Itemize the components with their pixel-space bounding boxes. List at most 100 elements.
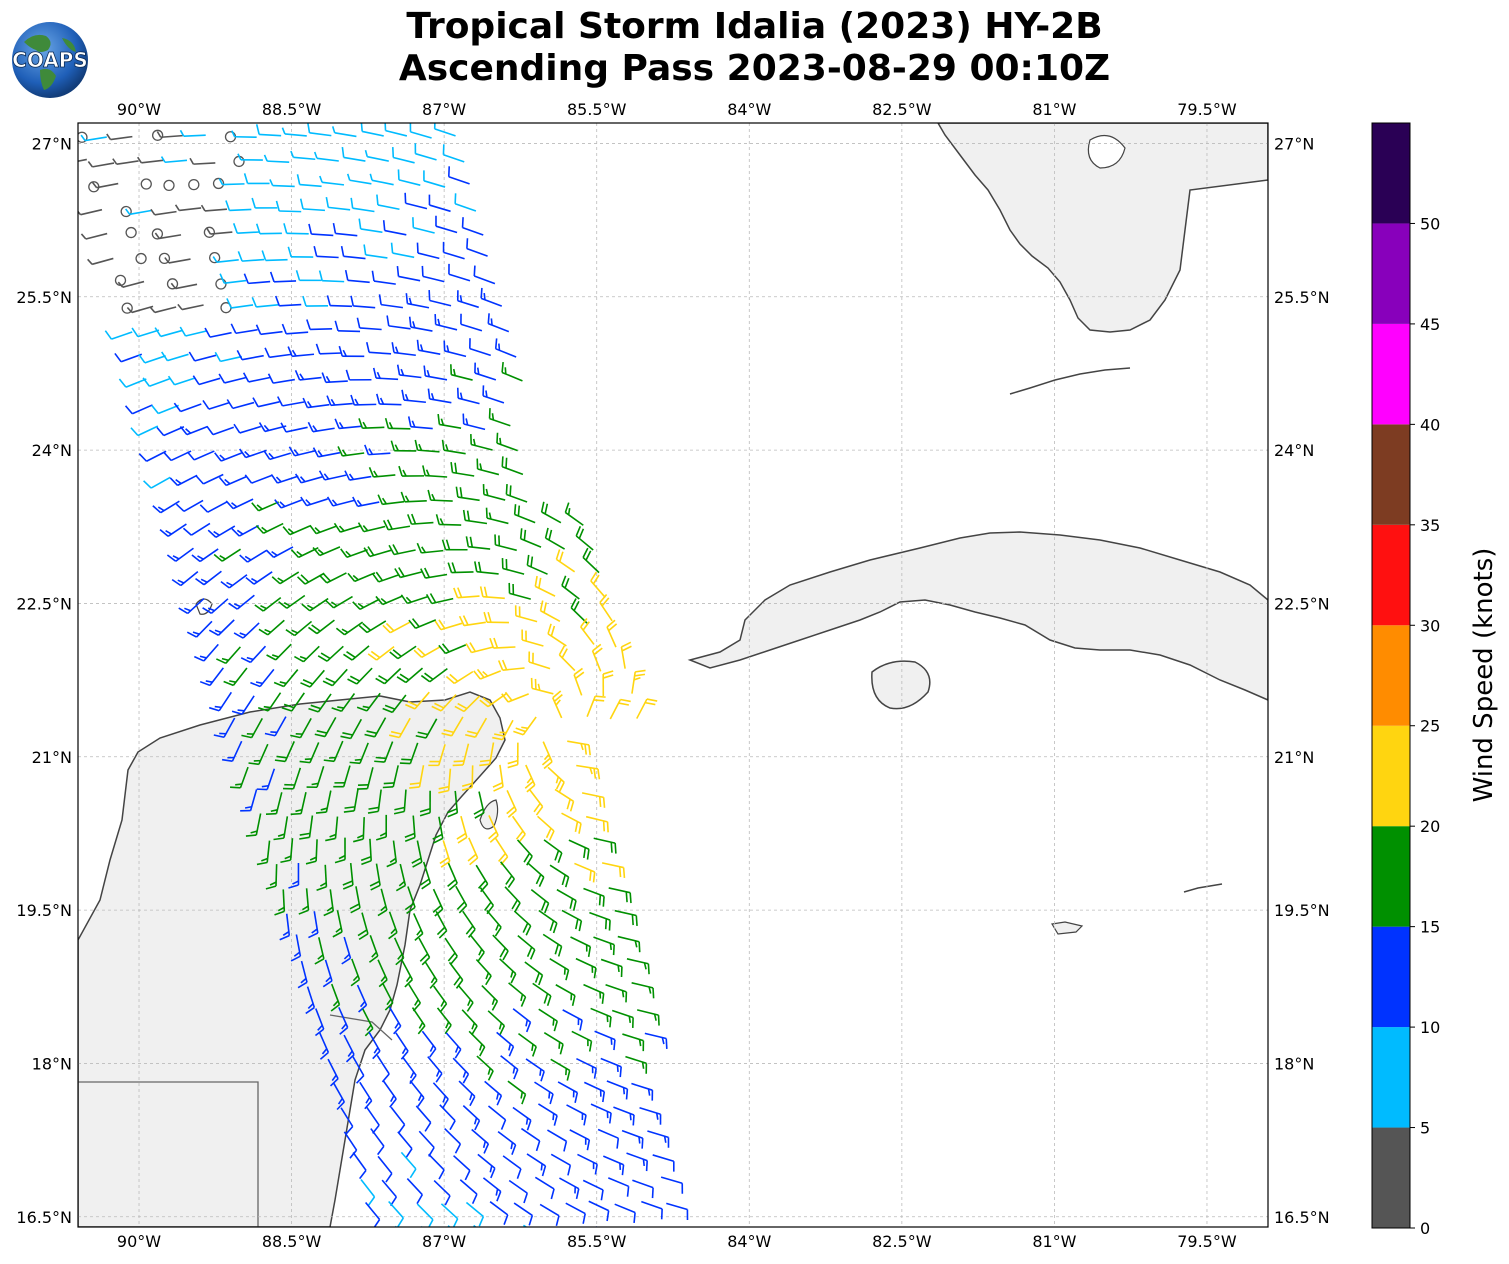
wind-barb xyxy=(412,217,435,234)
wind-barb xyxy=(571,1030,593,1052)
wind-barb xyxy=(350,958,361,987)
wind-barb xyxy=(459,1179,478,1205)
wind-barb xyxy=(135,252,147,265)
wind-barb xyxy=(333,765,351,788)
wind-barb xyxy=(322,959,333,988)
wind-barb xyxy=(166,278,179,290)
wind-barb xyxy=(353,817,365,843)
wind-barb xyxy=(434,314,458,331)
wind-barb xyxy=(104,330,133,340)
wind-barb xyxy=(609,698,631,720)
wind-barb xyxy=(388,717,411,739)
lat-tick-label-right: 27°N xyxy=(1274,134,1314,153)
wind-barb xyxy=(164,257,191,264)
wind-barb xyxy=(444,1128,462,1154)
wind-barb xyxy=(294,473,323,484)
wind-barb xyxy=(465,536,491,550)
wind-barb xyxy=(364,717,387,738)
wind-barb xyxy=(233,423,262,434)
wind-barb xyxy=(631,669,646,694)
wind-barb xyxy=(365,341,392,355)
wind-barb xyxy=(236,350,264,361)
wind-barb xyxy=(415,718,438,739)
wind-barb xyxy=(564,502,584,526)
wind-barb xyxy=(192,375,221,386)
wind-barb xyxy=(575,526,594,551)
wind-barb xyxy=(87,257,114,266)
wind-barb xyxy=(423,170,446,188)
wind-barb xyxy=(395,863,407,892)
wind-barb xyxy=(530,889,550,914)
lon-tick-label-top: 88.5°W xyxy=(262,100,322,119)
wind-barb xyxy=(448,961,464,989)
wind-barb xyxy=(590,571,606,598)
globe-logo-icon: COAPS xyxy=(12,22,88,98)
wind-barb xyxy=(441,439,466,455)
wind-barb xyxy=(377,494,405,506)
wind-barb xyxy=(534,1176,555,1200)
wind-barb xyxy=(611,1009,634,1028)
wind-barb xyxy=(526,554,548,575)
wind-barb xyxy=(558,645,576,672)
wind-barb xyxy=(274,295,302,307)
wind-barb xyxy=(520,1127,541,1152)
wind-barb xyxy=(140,178,152,190)
wind-barb xyxy=(188,351,217,362)
wind-barb xyxy=(479,742,495,767)
wind-barb xyxy=(613,1106,635,1126)
wind-barb xyxy=(384,123,408,137)
wind-barb xyxy=(497,659,525,671)
wind-barb xyxy=(257,692,282,712)
wind-barb xyxy=(349,742,369,765)
wind-barb xyxy=(325,196,351,211)
wind-barb xyxy=(138,353,166,364)
wind-barb xyxy=(278,594,306,609)
wind-barb xyxy=(467,837,479,866)
wind-barb xyxy=(405,293,430,309)
wind-barb xyxy=(214,351,243,363)
wind-barb xyxy=(528,651,551,670)
wind-barb xyxy=(199,501,228,513)
wind-barb xyxy=(476,458,500,476)
lon-tick-label-bottom: 90°W xyxy=(117,1232,161,1251)
wind-barb xyxy=(489,637,516,649)
wind-barb xyxy=(220,574,248,589)
wind-barb xyxy=(149,306,177,314)
wind-barb xyxy=(356,767,374,790)
wind-barb xyxy=(150,208,177,216)
wind-barb xyxy=(340,245,366,260)
wind-barb xyxy=(405,691,430,710)
wind-barbs xyxy=(78,123,689,1227)
wind-barb xyxy=(416,1203,434,1227)
wind-barb xyxy=(230,766,249,789)
wind-barb xyxy=(393,789,407,815)
wind-barb xyxy=(473,791,485,819)
wind-barb xyxy=(462,413,486,431)
wind-barb xyxy=(358,218,383,234)
wind-barb xyxy=(287,346,315,358)
wind-barb xyxy=(360,123,384,137)
wind-barb xyxy=(542,933,563,957)
lon-tick-label-bottom: 82.5°W xyxy=(872,1232,932,1251)
wind-barb xyxy=(270,474,299,484)
wind-barb xyxy=(532,982,552,1007)
wind-barb xyxy=(296,174,322,188)
wind-barb xyxy=(539,600,561,622)
wind-barb xyxy=(204,327,232,338)
wind-barb xyxy=(296,572,325,585)
wind-barb xyxy=(416,339,441,355)
title-line-2: Ascending Pass 2023-08-29 00:10Z xyxy=(398,48,1111,89)
wind-barb xyxy=(636,1009,660,1026)
lat-tick-label-right: 19.5°N xyxy=(1274,901,1330,920)
wind-barb xyxy=(460,313,483,332)
wind-barb xyxy=(261,250,288,262)
wind-barb xyxy=(340,548,368,559)
wind-barb xyxy=(407,513,434,525)
wind-barb xyxy=(207,525,236,538)
wind-barb xyxy=(507,1080,527,1105)
colorbar-tick-label: 0 xyxy=(1420,1219,1430,1238)
wind-barb xyxy=(526,861,545,887)
wind-barb xyxy=(537,815,555,841)
lat-tick-label-left: 25.5°N xyxy=(16,288,72,307)
